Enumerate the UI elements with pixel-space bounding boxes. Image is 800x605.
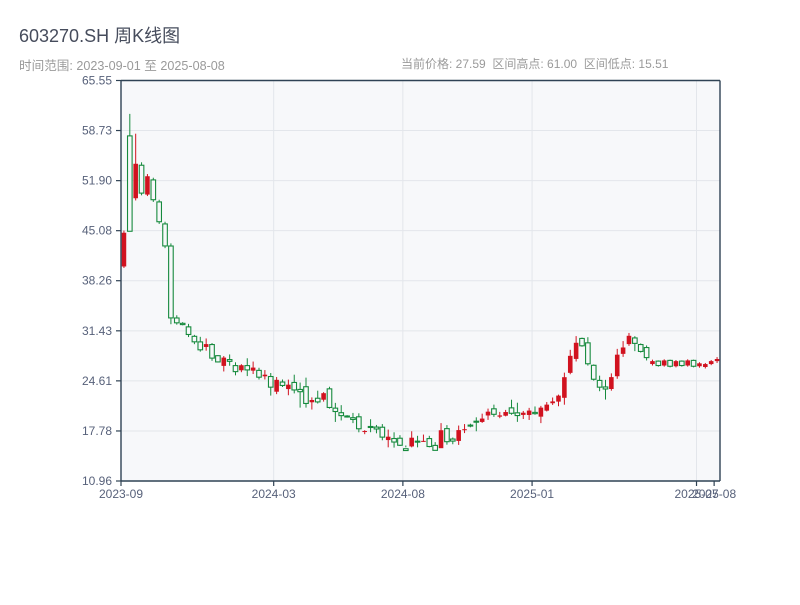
svg-text:58.73: 58.73 [82,124,112,138]
svg-text:10.96: 10.96 [82,474,112,488]
svg-text:51.90: 51.90 [82,174,112,188]
svg-text:31.43: 31.43 [82,324,112,338]
svg-text:2024-03: 2024-03 [252,487,296,501]
svg-text:2025-08: 2025-08 [692,487,736,501]
svg-text:2024-08: 2024-08 [381,487,425,501]
svg-text:24.61: 24.61 [82,374,112,388]
svg-text:45.08: 45.08 [82,224,112,238]
svg-text:38.26: 38.26 [82,274,112,288]
svg-text:2025-01: 2025-01 [510,487,554,501]
svg-text:65.55: 65.55 [82,74,112,88]
svg-text:2023-09: 2023-09 [99,487,143,501]
svg-text:17.78: 17.78 [82,424,112,438]
